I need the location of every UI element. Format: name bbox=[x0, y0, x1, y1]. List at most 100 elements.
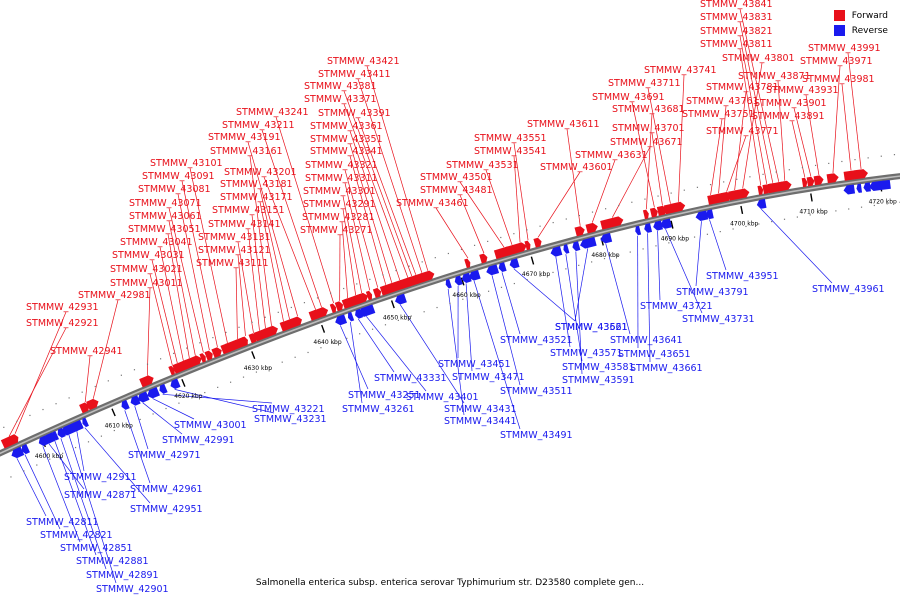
reverse-gene-label: STMMW_42951 bbox=[130, 504, 203, 515]
forward-gene-label: STMMW_43681 bbox=[612, 104, 685, 115]
track-dot bbox=[771, 220, 773, 223]
reverse-gene-label: STMMW_42851 bbox=[60, 543, 133, 554]
forward-gene-label: STMMW_43031 bbox=[112, 250, 185, 261]
reverse-gene bbox=[468, 269, 481, 281]
forward-gene-label: STMMW_43601 bbox=[540, 162, 613, 173]
legend-label-reverse: Reverse bbox=[851, 25, 888, 36]
leader-line bbox=[152, 398, 195, 420]
track-dot bbox=[552, 221, 554, 224]
track-dot bbox=[822, 212, 824, 214]
forward-gene bbox=[670, 201, 686, 213]
leader-line bbox=[574, 248, 589, 322]
forward-gene-label: STMMW_42931 bbox=[26, 302, 99, 313]
forward-gene bbox=[211, 347, 222, 358]
leader-line bbox=[181, 180, 218, 348]
track-dot bbox=[277, 311, 279, 313]
forward-gene-label: STMMW_43831 bbox=[700, 12, 773, 23]
track-dot bbox=[212, 337, 214, 339]
leader-line bbox=[647, 233, 651, 363]
forward-gene-label: STMMW_43141 bbox=[208, 219, 281, 230]
track-dot bbox=[421, 261, 423, 263]
track-dot bbox=[55, 403, 57, 405]
leader-line bbox=[695, 221, 702, 287]
forward-gene bbox=[353, 292, 369, 305]
forward-gene-label: STMMW_43101 bbox=[150, 158, 223, 169]
track-dot bbox=[152, 413, 154, 415]
track-dot bbox=[880, 155, 882, 157]
track-dot bbox=[281, 361, 283, 363]
forward-gene-label: STMMW_43361 bbox=[310, 121, 383, 132]
leader-line bbox=[237, 241, 254, 333]
forward-gene bbox=[187, 355, 202, 368]
track-dot bbox=[307, 351, 309, 354]
leader-line bbox=[646, 113, 653, 210]
track-dot bbox=[539, 275, 541, 277]
forward-gene-label: STMMW_43841 bbox=[700, 0, 773, 10]
track-dot bbox=[683, 189, 685, 191]
track-dot bbox=[783, 218, 786, 220]
track-dot bbox=[268, 366, 270, 368]
track-dot bbox=[225, 331, 227, 334]
leader-line bbox=[566, 128, 581, 226]
kbp-tick bbox=[530, 256, 535, 265]
leader-line bbox=[761, 208, 833, 284]
reverse-gene-label: STMMW_42891 bbox=[86, 570, 159, 581]
forward-gene bbox=[263, 325, 278, 338]
leader-line bbox=[832, 65, 841, 173]
track-dot bbox=[642, 248, 644, 250]
leader-line bbox=[146, 287, 151, 376]
track-dot bbox=[693, 236, 696, 238]
track-dot bbox=[329, 292, 332, 294]
forward-gene bbox=[139, 375, 154, 388]
track-dot bbox=[500, 236, 502, 239]
reverse-gene bbox=[147, 387, 160, 399]
track-dot bbox=[513, 282, 515, 285]
track-dot bbox=[631, 201, 633, 203]
reverse-gene-label: STMMW_42971 bbox=[128, 450, 201, 461]
track-dot bbox=[809, 214, 811, 216]
forward-gene bbox=[168, 365, 175, 376]
dotted-tracks bbox=[3, 154, 900, 478]
forward-gene-label: STMMW_43171 bbox=[220, 192, 293, 203]
leader-line bbox=[357, 117, 417, 275]
kbp-tick-label: 4690 kbp bbox=[661, 235, 689, 242]
reverse-gene-label: STMMW_43401 bbox=[406, 392, 479, 403]
reverse-gene-label: STMMW_43431 bbox=[444, 404, 517, 415]
track-dot bbox=[873, 204, 875, 207]
track-dot bbox=[410, 315, 412, 317]
track-dot bbox=[719, 230, 721, 233]
kbp-tick bbox=[111, 408, 116, 417]
forward-gene-label: STMMW_43531 bbox=[446, 160, 519, 171]
leader-line bbox=[805, 94, 820, 176]
track-dot bbox=[775, 171, 777, 173]
forward-gene-label: STMMW_43311 bbox=[305, 173, 378, 184]
forward-gene-label: STMMW_42981 bbox=[78, 290, 151, 301]
leader-line bbox=[651, 132, 663, 206]
leader-line bbox=[575, 251, 583, 375]
forward-gene-label: STMMW_43271 bbox=[300, 225, 373, 236]
reverse-gene bbox=[335, 314, 348, 326]
forward-gene bbox=[86, 398, 99, 411]
forward-gene-label: STMMW_43931 bbox=[766, 85, 839, 96]
leader-line bbox=[84, 355, 91, 403]
forward-gene bbox=[649, 207, 658, 218]
forward-gene bbox=[801, 177, 808, 188]
kbp-tick-label: 4700 kbp bbox=[730, 221, 758, 228]
reverse-gene-label: STMMW_43791 bbox=[676, 287, 749, 298]
track-dot bbox=[629, 251, 631, 253]
track-dot bbox=[854, 159, 856, 161]
reverse-gene-label: STMMW_43571 bbox=[550, 348, 623, 359]
kbp-ticks: 4600 kbp 4610 kbp 4620 kbp 4630 kbp 4640 kbp… bbox=[35, 183, 897, 460]
track-dot bbox=[42, 408, 44, 411]
leader-line bbox=[357, 78, 423, 273]
reverse-gene-label: STMMW_43591 bbox=[562, 375, 635, 386]
forward-gene bbox=[291, 316, 302, 328]
track-dot bbox=[709, 183, 712, 186]
reverse-gene bbox=[52, 430, 59, 441]
track-dot bbox=[264, 316, 266, 318]
leader-line bbox=[647, 87, 671, 204]
leader-line bbox=[366, 316, 427, 392]
reverse-gene bbox=[498, 262, 507, 273]
leader-line bbox=[459, 194, 485, 254]
kbp-tick-label: 4650 kbp bbox=[383, 315, 411, 322]
